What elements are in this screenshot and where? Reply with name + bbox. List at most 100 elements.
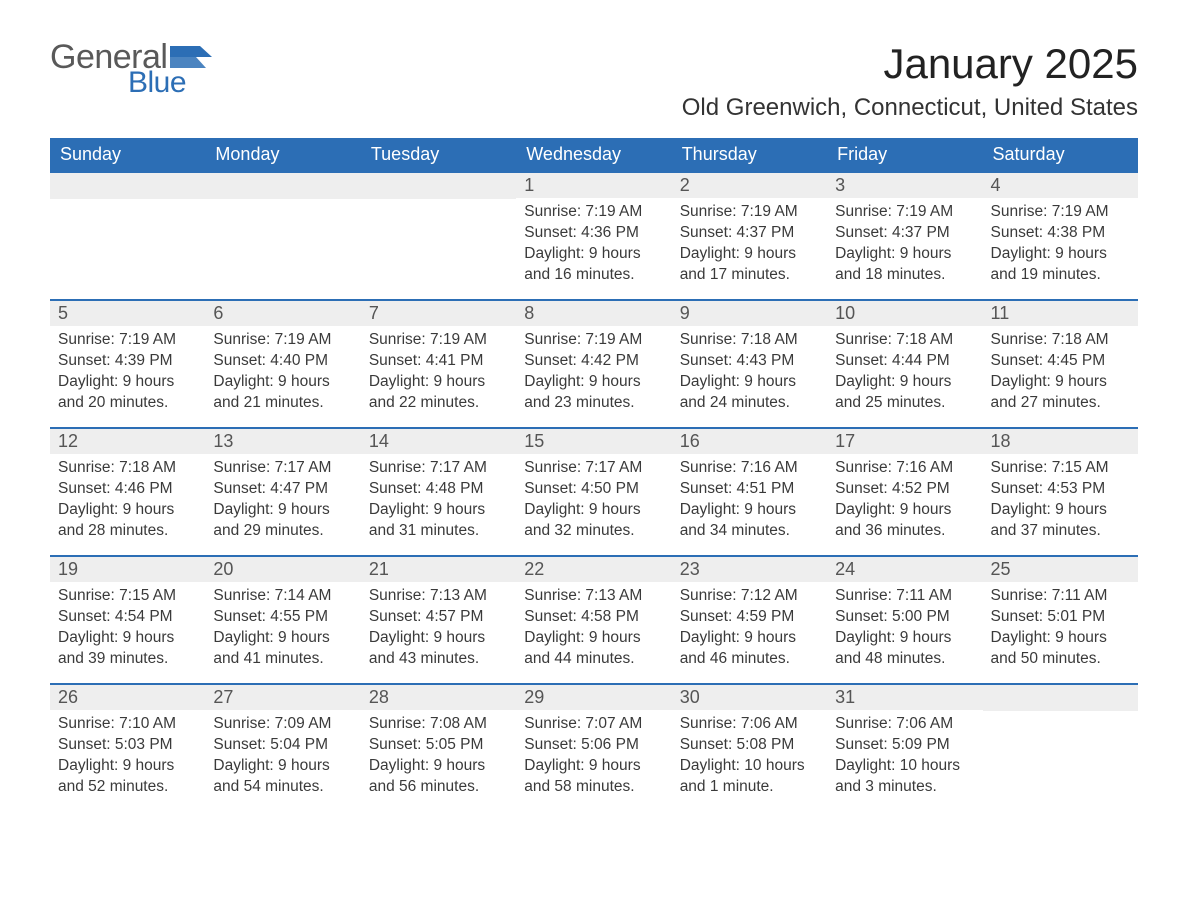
sunset-line: Sunset: 4:45 PM xyxy=(991,351,1130,372)
sunset-line: Sunset: 4:40 PM xyxy=(213,351,352,372)
day-details: Sunrise: 7:10 AMSunset: 5:03 PMDaylight:… xyxy=(50,710,205,808)
day-details: Sunrise: 7:06 AMSunset: 5:09 PMDaylight:… xyxy=(827,710,982,808)
month-title: January 2025 xyxy=(682,40,1138,88)
day-details: Sunrise: 7:19 AMSunset: 4:37 PMDaylight:… xyxy=(672,198,827,296)
sunset-line: Sunset: 4:53 PM xyxy=(991,479,1130,500)
calendar-day-cell xyxy=(205,172,360,300)
dl1-line: Daylight: 9 hours xyxy=(835,500,974,521)
calendar-day-cell: 23Sunrise: 7:12 AMSunset: 4:59 PMDayligh… xyxy=(672,556,827,684)
day-details: Sunrise: 7:09 AMSunset: 5:04 PMDaylight:… xyxy=(205,710,360,808)
day-details: Sunrise: 7:08 AMSunset: 5:05 PMDaylight:… xyxy=(361,710,516,808)
dl2-line: and 1 minute. xyxy=(680,777,819,798)
day-number-bar xyxy=(361,173,516,199)
sunset-line: Sunset: 4:55 PM xyxy=(213,607,352,628)
dl1-line: Daylight: 9 hours xyxy=(213,372,352,393)
day-number: 3 xyxy=(827,173,982,198)
day-number: 29 xyxy=(516,685,671,710)
dl2-line: and 25 minutes. xyxy=(835,393,974,414)
day-number: 8 xyxy=(516,301,671,326)
dl1-line: Daylight: 9 hours xyxy=(991,628,1130,649)
calendar-day-cell: 12Sunrise: 7:18 AMSunset: 4:46 PMDayligh… xyxy=(50,428,205,556)
day-number: 18 xyxy=(983,429,1138,454)
sunset-line: Sunset: 4:57 PM xyxy=(369,607,508,628)
sunrise-line: Sunrise: 7:11 AM xyxy=(835,586,974,607)
day-number: 27 xyxy=(205,685,360,710)
sunset-line: Sunset: 5:08 PM xyxy=(680,735,819,756)
dl1-line: Daylight: 9 hours xyxy=(835,244,974,265)
dl2-line: and 24 minutes. xyxy=(680,393,819,414)
dl2-line: and 56 minutes. xyxy=(369,777,508,798)
dl1-line: Daylight: 9 hours xyxy=(524,628,663,649)
day-details: Sunrise: 7:19 AMSunset: 4:42 PMDaylight:… xyxy=(516,326,671,424)
day-number: 6 xyxy=(205,301,360,326)
sunset-line: Sunset: 4:48 PM xyxy=(369,479,508,500)
calendar-day-cell: 19Sunrise: 7:15 AMSunset: 4:54 PMDayligh… xyxy=(50,556,205,684)
day-number: 17 xyxy=(827,429,982,454)
day-number: 28 xyxy=(361,685,516,710)
sunrise-line: Sunrise: 7:10 AM xyxy=(58,714,197,735)
day-number: 24 xyxy=(827,557,982,582)
calendar-week-row: 19Sunrise: 7:15 AMSunset: 4:54 PMDayligh… xyxy=(50,556,1138,684)
dl1-line: Daylight: 9 hours xyxy=(213,500,352,521)
dl2-line: and 50 minutes. xyxy=(991,649,1130,670)
sunrise-line: Sunrise: 7:18 AM xyxy=(58,458,197,479)
dl1-line: Daylight: 9 hours xyxy=(524,244,663,265)
sunset-line: Sunset: 4:52 PM xyxy=(835,479,974,500)
weekday-header: Saturday xyxy=(983,138,1138,172)
sunset-line: Sunset: 4:38 PM xyxy=(991,223,1130,244)
calendar-day-cell: 13Sunrise: 7:17 AMSunset: 4:47 PMDayligh… xyxy=(205,428,360,556)
calendar-day-cell: 29Sunrise: 7:07 AMSunset: 5:06 PMDayligh… xyxy=(516,684,671,812)
calendar-day-cell: 30Sunrise: 7:06 AMSunset: 5:08 PMDayligh… xyxy=(672,684,827,812)
dl1-line: Daylight: 9 hours xyxy=(524,756,663,777)
day-details: Sunrise: 7:15 AMSunset: 4:54 PMDaylight:… xyxy=(50,582,205,680)
dl2-line: and 44 minutes. xyxy=(524,649,663,670)
dl2-line: and 16 minutes. xyxy=(524,265,663,286)
calendar-day-cell: 20Sunrise: 7:14 AMSunset: 4:55 PMDayligh… xyxy=(205,556,360,684)
sunset-line: Sunset: 5:09 PM xyxy=(835,735,974,756)
dl2-line: and 39 minutes. xyxy=(58,649,197,670)
sunrise-line: Sunrise: 7:16 AM xyxy=(680,458,819,479)
dl1-line: Daylight: 9 hours xyxy=(991,372,1130,393)
weekday-header: Wednesday xyxy=(516,138,671,172)
day-details: Sunrise: 7:06 AMSunset: 5:08 PMDaylight:… xyxy=(672,710,827,808)
day-number: 26 xyxy=(50,685,205,710)
day-details: Sunrise: 7:19 AMSunset: 4:38 PMDaylight:… xyxy=(983,198,1138,296)
dl1-line: Daylight: 9 hours xyxy=(369,628,508,649)
calendar-day-cell: 28Sunrise: 7:08 AMSunset: 5:05 PMDayligh… xyxy=(361,684,516,812)
sunset-line: Sunset: 4:50 PM xyxy=(524,479,663,500)
day-details: Sunrise: 7:16 AMSunset: 4:51 PMDaylight:… xyxy=(672,454,827,552)
dl2-line: and 22 minutes. xyxy=(369,393,508,414)
day-number: 2 xyxy=(672,173,827,198)
sunrise-line: Sunrise: 7:19 AM xyxy=(524,330,663,351)
dl2-line: and 3 minutes. xyxy=(835,777,974,798)
dl1-line: Daylight: 9 hours xyxy=(369,372,508,393)
day-number: 30 xyxy=(672,685,827,710)
weekday-header: Sunday xyxy=(50,138,205,172)
day-details: Sunrise: 7:17 AMSunset: 4:47 PMDaylight:… xyxy=(205,454,360,552)
dl1-line: Daylight: 9 hours xyxy=(835,372,974,393)
day-details: Sunrise: 7:12 AMSunset: 4:59 PMDaylight:… xyxy=(672,582,827,680)
day-details: Sunrise: 7:13 AMSunset: 4:57 PMDaylight:… xyxy=(361,582,516,680)
calendar-day-cell: 26Sunrise: 7:10 AMSunset: 5:03 PMDayligh… xyxy=(50,684,205,812)
dl1-line: Daylight: 9 hours xyxy=(58,500,197,521)
day-number: 9 xyxy=(672,301,827,326)
dl1-line: Daylight: 9 hours xyxy=(369,756,508,777)
day-details: Sunrise: 7:18 AMSunset: 4:44 PMDaylight:… xyxy=(827,326,982,424)
calendar-day-cell: 10Sunrise: 7:18 AMSunset: 4:44 PMDayligh… xyxy=(827,300,982,428)
day-number: 22 xyxy=(516,557,671,582)
day-details: Sunrise: 7:19 AMSunset: 4:36 PMDaylight:… xyxy=(516,198,671,296)
calendar-day-cell xyxy=(50,172,205,300)
dl1-line: Daylight: 9 hours xyxy=(213,756,352,777)
dl2-line: and 52 minutes. xyxy=(58,777,197,798)
calendar-week-row: 5Sunrise: 7:19 AMSunset: 4:39 PMDaylight… xyxy=(50,300,1138,428)
sunset-line: Sunset: 5:03 PM xyxy=(58,735,197,756)
sunrise-line: Sunrise: 7:08 AM xyxy=(369,714,508,735)
sunrise-line: Sunrise: 7:18 AM xyxy=(680,330,819,351)
day-details: Sunrise: 7:15 AMSunset: 4:53 PMDaylight:… xyxy=(983,454,1138,552)
calendar-day-cell: 9Sunrise: 7:18 AMSunset: 4:43 PMDaylight… xyxy=(672,300,827,428)
dl1-line: Daylight: 10 hours xyxy=(835,756,974,777)
sunset-line: Sunset: 5:01 PM xyxy=(991,607,1130,628)
calendar-day-cell: 24Sunrise: 7:11 AMSunset: 5:00 PMDayligh… xyxy=(827,556,982,684)
day-details: Sunrise: 7:13 AMSunset: 4:58 PMDaylight:… xyxy=(516,582,671,680)
dl2-line: and 21 minutes. xyxy=(213,393,352,414)
